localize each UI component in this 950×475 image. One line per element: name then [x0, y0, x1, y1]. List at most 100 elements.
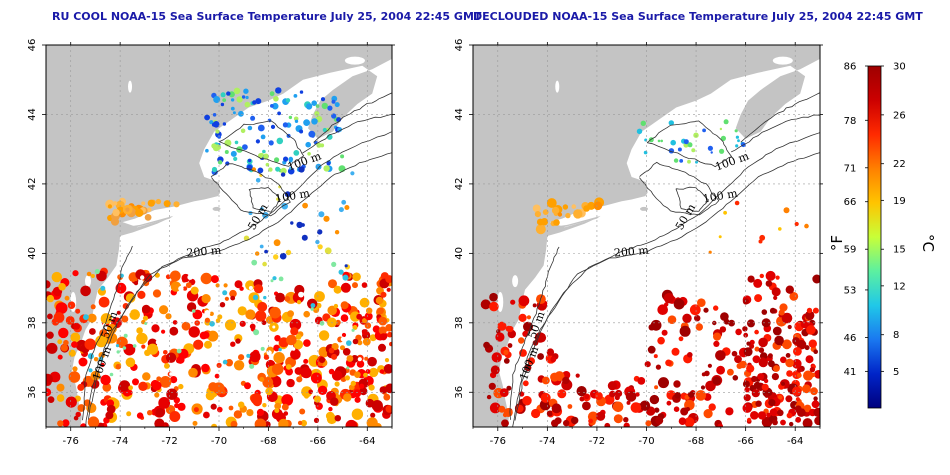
sst-pixel: [172, 320, 178, 325]
sst-pixel: [204, 317, 210, 323]
sst-pixel: [737, 139, 740, 143]
sst-pixel: [255, 310, 267, 322]
sst-pixel: [383, 364, 392, 374]
sst-pixel: [65, 396, 77, 408]
sst-pixel: [326, 317, 337, 328]
x-tick-label: -74: [539, 436, 555, 447]
sst-pixel: [293, 150, 300, 156]
sst-pixel: [241, 95, 246, 99]
sst-pixel: [327, 305, 338, 316]
sst-pixel: [502, 412, 508, 418]
celsius-tick-label: 30: [893, 62, 906, 73]
sst-pixel: [723, 210, 727, 215]
sst-pixel: [746, 341, 751, 346]
isobath-line: [512, 152, 820, 427]
sst-pixel: [334, 415, 341, 422]
sst-pixel: [757, 373, 765, 381]
sst-pixel: [489, 292, 498, 302]
map-axes: -76 -74 -72 -70 -68 -66 -64 36 38 40 42 44 46: [27, 39, 395, 447]
sst-pixel: [491, 352, 502, 363]
sst-pixel: [235, 338, 241, 344]
sst-pixel: [808, 339, 817, 348]
sst-pixel: [209, 321, 215, 327]
sst-pixel: [518, 295, 530, 307]
sst-pixel: [761, 309, 768, 315]
sst-pixel: [490, 365, 500, 375]
sst-pixel: [328, 406, 333, 412]
sst-pixel: [46, 294, 55, 303]
sst-pixel: [201, 363, 210, 373]
sst-pixel: [107, 204, 112, 209]
sst-pixel: [303, 393, 310, 399]
sst-pixel: [778, 395, 783, 400]
isobath-line: [509, 246, 560, 420]
sst-pixel: [67, 301, 76, 310]
sst-pixel: [771, 373, 780, 381]
sst-pixel: [766, 412, 771, 418]
sst-pixel: [125, 293, 136, 303]
sst-pixel: [689, 304, 701, 316]
sst-pixel: [303, 119, 310, 126]
sst-pixel: [136, 327, 143, 334]
sst-pixel: [264, 249, 268, 254]
sst-pixel: [803, 370, 814, 381]
sst-pixel: [507, 343, 513, 348]
sst-pixel: [123, 333, 128, 338]
sst-pixel: [673, 158, 679, 163]
sst-pixel: [294, 119, 299, 124]
sst-pixel: [127, 389, 133, 396]
sst-pixel: [333, 285, 342, 294]
sst-pixel: [805, 355, 814, 364]
sst-pixel: [255, 98, 262, 105]
sst-pixel: [534, 211, 542, 218]
sst-pixel: [95, 335, 108, 348]
sst-pixel: [775, 275, 780, 280]
sst-pixel: [313, 417, 320, 423]
sst-pixel: [249, 272, 256, 278]
sst-pixel: [734, 129, 738, 133]
sst-data-layer: [480, 119, 820, 427]
sst-pixel: [323, 215, 330, 222]
sst-pixel: [205, 148, 209, 153]
sst-pixel: [655, 364, 662, 370]
sst-pixel: [378, 316, 388, 326]
sst-pixel: [522, 380, 529, 387]
sst-pixel: [305, 141, 312, 148]
sst-pixel: [794, 221, 799, 227]
sst-pixel: [769, 408, 778, 417]
sst-pixel: [314, 291, 325, 302]
fahrenheit-tick-label: 41: [844, 367, 857, 378]
sst-pixel: [209, 120, 214, 125]
sst-pixel: [728, 319, 735, 327]
sst-pixel: [331, 261, 337, 267]
sst-pixel: [201, 294, 211, 304]
sst-pixel: [230, 295, 236, 301]
sst-pixel: [320, 97, 326, 102]
sst-pixel: [562, 376, 570, 385]
sst-pixel: [713, 340, 720, 347]
sst-pixel: [803, 404, 812, 413]
sst-pixel: [774, 335, 784, 346]
sst-pixel: [323, 165, 330, 172]
sst-pixel: [588, 418, 593, 424]
sst-pixel: [136, 332, 148, 345]
isobath-label: 100 m: [274, 187, 311, 206]
x-tick-label: -72: [589, 436, 605, 447]
sst-pixel: [224, 319, 237, 331]
sst-pixel: [115, 363, 122, 370]
sst-pixel: [83, 314, 89, 320]
sst-pixel: [210, 403, 217, 410]
sst-pixel: [540, 392, 551, 403]
sst-pixel: [261, 320, 267, 326]
sst-pixel: [307, 152, 311, 156]
sst-pixel: [239, 286, 244, 291]
sst-pixel: [77, 383, 85, 391]
sst-pixel: [359, 387, 368, 396]
sst-pixel: [242, 144, 248, 151]
sst-pixel: [46, 388, 52, 397]
sst-pixel: [346, 355, 354, 362]
sst-pixel: [718, 235, 722, 239]
grid-lines: [473, 45, 820, 427]
sst-pixel: [187, 274, 193, 280]
